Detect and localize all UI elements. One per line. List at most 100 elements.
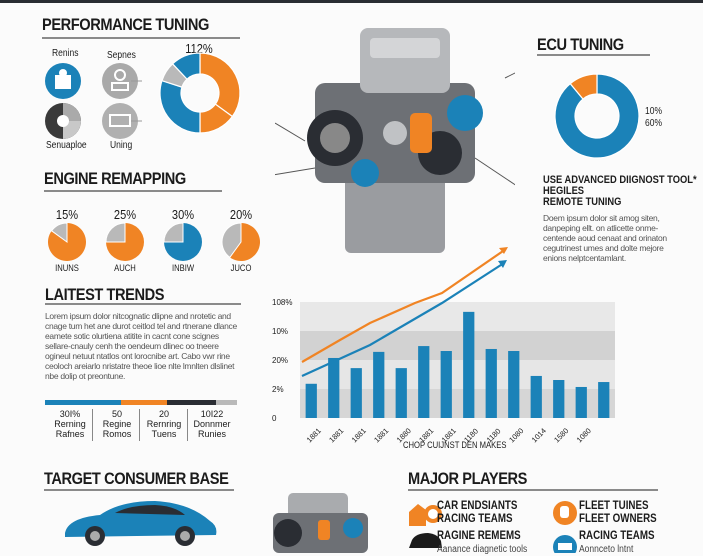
y-tick-label: 108%	[272, 298, 292, 307]
progress-segment	[215, 400, 237, 405]
grid-band	[300, 331, 615, 360]
remap-pie-chart	[47, 222, 86, 261]
performance-icons	[45, 63, 142, 139]
stat-label: Rerning	[54, 419, 86, 429]
bar	[598, 382, 610, 418]
dial-icon	[45, 103, 81, 139]
stat-value: 50	[111, 409, 122, 419]
performance-donut-chart	[159, 52, 241, 134]
trend-line-orange	[301, 248, 507, 363]
performance-title: PERFORMANCE TUNING	[42, 15, 209, 34]
pie-slice	[229, 223, 260, 261]
remap-pie-chart	[221, 222, 260, 261]
x-tick-label: 1881	[305, 426, 323, 444]
bar	[350, 368, 362, 418]
bar	[530, 375, 542, 418]
icon-label: Sepnes	[107, 50, 136, 61]
ecu-text: Doem ipsum dolor sit amog siten, danpepi…	[543, 213, 667, 263]
ecu-title: ECU TUNING	[537, 35, 624, 54]
pie-percent: 15%	[55, 207, 79, 222]
icon-label: Senuaploe	[46, 140, 87, 151]
divider	[44, 190, 222, 192]
bar	[373, 351, 385, 418]
pie-slice	[105, 222, 126, 243]
player-sub: RACING TEAMS	[437, 513, 513, 525]
player-item: CAR ENDSIANTS RACING TEAMS	[437, 500, 517, 526]
trends-title: LAITEST TRENDS	[45, 285, 165, 304]
pie-label: INUNS	[55, 263, 79, 273]
donut-segment	[199, 52, 241, 118]
pie-slice	[221, 222, 242, 259]
stat-label: Rafnes	[55, 429, 85, 439]
divider	[139, 409, 140, 441]
player-item: RACING TEAMS Aonnceto lntnt	[579, 530, 654, 556]
bar	[485, 348, 497, 418]
player-name: RAGINE REMEMS	[437, 530, 521, 542]
car-illustration	[65, 501, 217, 546]
bar	[395, 368, 407, 418]
pie-label: INBIW	[171, 263, 195, 273]
donut-segment	[171, 52, 201, 80]
y-tick-label: 20%	[272, 356, 288, 365]
stat-value: 10I22	[200, 409, 224, 419]
icon-label: Renins	[52, 48, 79, 59]
x-tick-label: 1881	[372, 426, 390, 444]
trends-bar-chart: 02%20%10%108%1881 1881 1881 1881 1880 1881 188…	[272, 247, 615, 444]
bar	[575, 386, 587, 418]
bar	[508, 351, 520, 418]
arrow-head-icon	[499, 247, 508, 254]
grid-band	[300, 302, 615, 331]
remap-pie-chart	[105, 222, 144, 261]
stat-label: Donnmer	[193, 419, 231, 429]
stat-label: Romos	[102, 429, 132, 439]
divider	[187, 409, 188, 441]
progress-segment	[167, 400, 216, 405]
person-icon	[102, 63, 138, 99]
x-tick-label: 1080	[575, 426, 593, 444]
bar	[328, 357, 340, 418]
bar	[305, 383, 317, 418]
grid-band	[300, 389, 615, 418]
ecu-pct-2: 60%	[645, 118, 663, 129]
stat-label: Regine	[102, 419, 132, 429]
pie-slice	[163, 222, 184, 243]
bar	[553, 380, 565, 418]
x-tick-label: 1881	[327, 426, 345, 444]
divider	[44, 489, 234, 491]
stat-label: Rernring	[146, 419, 182, 429]
ecu-heading-line: REMOTE TUNING	[543, 196, 622, 208]
x-tick-label: 1580	[552, 426, 570, 444]
trends-text: Lorem ipsum dolor nitcognatic dlipne and…	[45, 311, 237, 381]
players-title: MAJOR PLAYERS	[408, 469, 527, 488]
stat-label: Tuens	[151, 429, 177, 439]
remapping-title: ENGINE REMAPPING	[44, 169, 186, 188]
divider	[537, 54, 650, 56]
engine-small-illustration	[273, 493, 368, 553]
stat-value: 20	[158, 409, 169, 419]
pie-percent: 20%	[229, 207, 253, 222]
donut-segment	[569, 73, 598, 100]
bar	[418, 346, 430, 418]
trend-line-blue	[301, 262, 505, 378]
pie-slice	[50, 222, 68, 243]
trends-progress-bar	[45, 400, 237, 405]
stat-label: Runies	[197, 429, 226, 439]
ecu-pct-1: 10%	[645, 106, 663, 117]
robot-icon	[45, 63, 81, 99]
remap-pie-chart	[163, 222, 202, 261]
donut-segment	[159, 79, 201, 134]
donut-segment	[554, 73, 640, 159]
ecu-heading: USE ADVANCED DIIGNOST TOOL* HEGILES REMO…	[543, 175, 697, 208]
stat: 30I% Rerning Rafnes	[45, 409, 95, 439]
x-tick-label: 1080	[507, 426, 525, 444]
player-name: FLEET TUINES	[579, 500, 649, 512]
target-title: TARGET CONSUMER BASE	[44, 469, 229, 488]
stat: 20 Rernring Tuens	[139, 409, 189, 439]
engine-illustration	[275, 28, 515, 253]
player-name: RACING TEAMS	[579, 530, 655, 542]
bar	[440, 351, 452, 418]
chart-x-label: CHOP CUIJNST DEN MAKES	[403, 440, 507, 450]
arrow-head-icon	[498, 260, 507, 268]
divider	[45, 303, 241, 305]
ecu-heading-line: HEGILES	[543, 185, 585, 197]
